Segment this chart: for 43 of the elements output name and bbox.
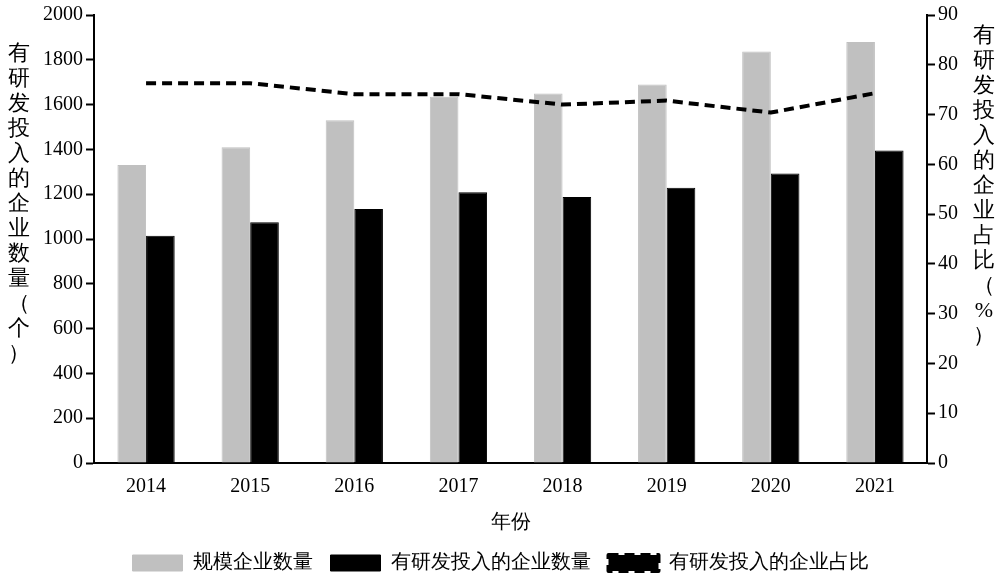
bar xyxy=(742,51,771,463)
x-tick-label: 2020 xyxy=(750,474,791,497)
y-tick-label: 1600 xyxy=(43,91,83,114)
y-tick-label: 1200 xyxy=(43,181,83,204)
y-tick-label: 1400 xyxy=(43,136,83,159)
y2-tick-label: 90 xyxy=(938,2,958,25)
x-axis-title: 年份 xyxy=(490,510,531,533)
y-tick-label: 1000 xyxy=(43,226,83,249)
x-tick-label: 2018 xyxy=(542,474,583,497)
y2-tick-label: 60 xyxy=(938,151,958,174)
x-tick-label: 2021 xyxy=(854,474,895,497)
x-tick-label: 2019 xyxy=(646,474,687,497)
bar xyxy=(221,147,251,463)
y-tick-label: 800 xyxy=(53,271,83,294)
legend-label: 规模企业数量 xyxy=(192,550,313,573)
y-tick-label: 2000 xyxy=(43,2,83,25)
bar xyxy=(117,165,147,463)
y-tick-label: 1800 xyxy=(43,47,83,70)
bar xyxy=(429,96,459,463)
legend-label: 有研发投入的企业占比 xyxy=(668,550,869,573)
x-tick-label: 2016 xyxy=(334,474,375,497)
text: 有研发投入的企业占比（%） xyxy=(973,22,995,347)
bar xyxy=(638,84,667,463)
y2-tick-label: 70 xyxy=(938,101,958,124)
y-tick-label: 200 xyxy=(53,405,83,428)
y2-tick-label: 50 xyxy=(938,201,958,224)
y-tick-label: 400 xyxy=(53,360,83,383)
bar xyxy=(846,41,875,463)
y-tick-label: 0 xyxy=(73,450,83,473)
x-tick-label: 2017 xyxy=(438,474,479,497)
bar xyxy=(533,93,563,463)
bar xyxy=(325,120,355,463)
y2-tick-label: 20 xyxy=(938,350,958,373)
y2-tick-label: 10 xyxy=(938,400,958,423)
x-tick-label: 2014 xyxy=(126,474,167,497)
y2-tick-label: 80 xyxy=(938,52,958,75)
y2-tick-label: 30 xyxy=(938,300,958,323)
text: 有研发投入的企业数量（个） xyxy=(8,40,30,365)
y2-tick-label: 40 xyxy=(938,251,958,274)
y2-tick-label: 0 xyxy=(938,450,948,473)
x-tick-label: 2015 xyxy=(230,474,271,497)
y-tick-label: 600 xyxy=(53,315,83,338)
legend-label: 有研发投入的企业数量 xyxy=(390,550,591,573)
